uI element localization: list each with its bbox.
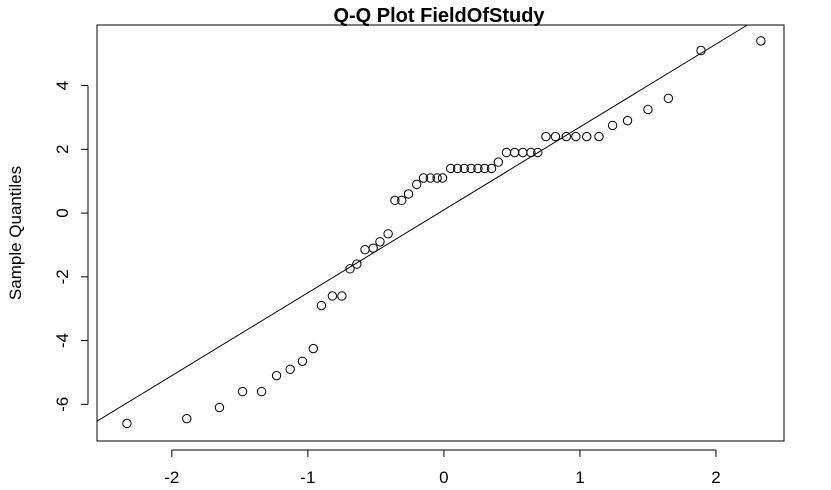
y-tick-label: 0 — [53, 208, 72, 217]
data-point — [337, 291, 347, 301]
y-tick-label: 2 — [53, 145, 72, 154]
data-point — [550, 131, 561, 142]
data-point — [214, 402, 225, 413]
data-point — [425, 173, 435, 183]
data-point — [375, 237, 385, 247]
data-point — [607, 120, 618, 131]
y-axis: -6 -4 -2 0 2 4 — [53, 81, 89, 412]
data-point — [533, 147, 543, 158]
data-point — [316, 300, 327, 311]
y-tick-label: -6 — [53, 397, 72, 412]
data-point — [256, 386, 267, 397]
x-tick-label: 0 — [439, 468, 448, 487]
y-tick-label: -4 — [53, 333, 72, 348]
y-axis-label: Sample Quantiles — [6, 166, 25, 300]
data-point — [473, 163, 483, 174]
x-axis: -2 -1 0 1 2 — [164, 449, 721, 487]
data-point — [352, 259, 362, 269]
data-point — [571, 131, 581, 142]
data-point — [418, 173, 429, 183]
data-point — [285, 364, 295, 374]
data-point — [345, 264, 355, 274]
data-point — [308, 343, 319, 354]
data-point — [643, 104, 653, 115]
data-point — [582, 131, 592, 142]
data-point — [182, 413, 192, 424]
data-point — [432, 173, 442, 183]
data-point — [561, 131, 572, 142]
data-point — [403, 189, 414, 199]
data-point — [459, 163, 470, 174]
data-point — [411, 179, 422, 190]
data-point — [594, 131, 604, 142]
data-point — [271, 370, 282, 381]
data-point — [122, 418, 132, 429]
data-point — [368, 243, 378, 253]
chart-title: Q-Q Plot FieldOfStudy — [333, 5, 545, 27]
data-point — [756, 36, 766, 46]
x-tick-label: -2 — [164, 468, 179, 487]
x-tick-label: -1 — [300, 468, 315, 487]
data-point — [466, 163, 476, 174]
data-point — [237, 386, 248, 397]
data-point — [327, 291, 338, 301]
x-tick-label: 2 — [711, 468, 720, 487]
data-point — [437, 173, 448, 183]
data-point — [663, 93, 674, 104]
data-point — [541, 131, 551, 142]
data-point — [446, 163, 456, 174]
data-point — [452, 163, 463, 174]
data-point — [622, 115, 633, 126]
x-tick-label: 1 — [575, 468, 584, 487]
data-point — [486, 163, 497, 174]
data-point — [493, 157, 504, 167]
y-tick-label: -2 — [53, 269, 72, 284]
y-tick-label: 4 — [53, 81, 72, 90]
data-point — [383, 229, 393, 239]
reference-line — [96, 24, 748, 422]
data-point — [297, 356, 308, 367]
data-point — [390, 195, 400, 206]
plot-frame — [96, 24, 785, 442]
data-point — [526, 147, 536, 158]
data-point — [480, 163, 490, 174]
data-points — [122, 36, 766, 429]
data-point — [397, 195, 407, 206]
data-point — [696, 45, 706, 56]
